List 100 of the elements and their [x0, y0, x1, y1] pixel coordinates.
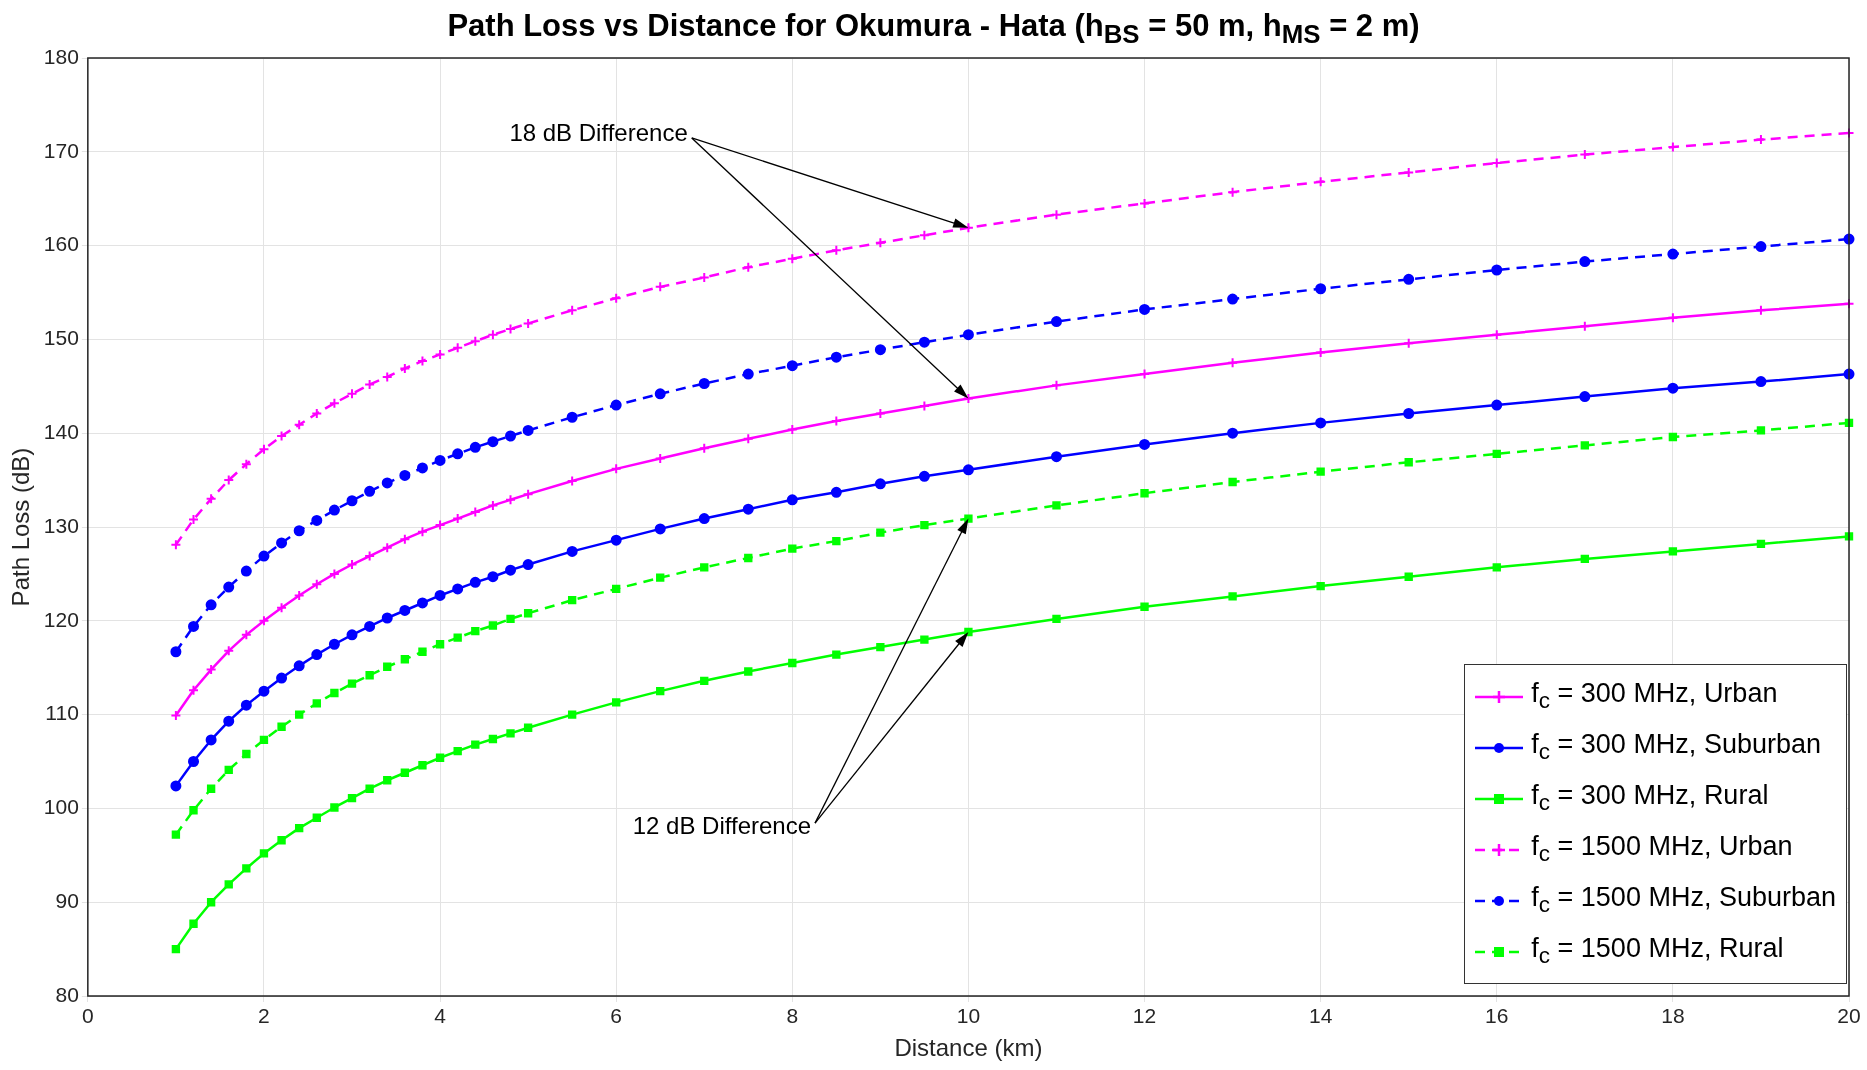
point — [1491, 264, 1503, 276]
point — [189, 806, 198, 815]
point — [786, 360, 798, 372]
point — [471, 740, 480, 749]
legend-label: f$_{c}$ = 300 MHz, Urban — [1531, 678, 1778, 715]
point — [223, 581, 235, 593]
point — [488, 621, 498, 630]
point — [1755, 376, 1767, 388]
point — [469, 576, 481, 588]
point — [874, 478, 886, 490]
point — [567, 710, 577, 719]
point — [453, 633, 462, 642]
x-tick-label: 16 — [1485, 1004, 1509, 1028]
point — [469, 441, 481, 453]
point — [1756, 426, 1766, 435]
point — [206, 898, 216, 907]
point — [506, 729, 515, 738]
point — [295, 710, 304, 719]
point — [312, 699, 321, 708]
point — [1050, 316, 1062, 328]
point — [487, 436, 499, 448]
point — [832, 650, 841, 659]
point — [610, 534, 622, 546]
legend-label: f$_{c}$ = 1500 MHz, Suburban — [1531, 882, 1836, 919]
point — [698, 513, 710, 525]
point — [1315, 283, 1327, 295]
point — [742, 503, 754, 515]
point — [171, 830, 181, 839]
point — [346, 495, 358, 507]
legend-label: f$_{c}$ = 300 MHz, Suburban — [1531, 729, 1821, 766]
point — [964, 514, 973, 523]
point — [346, 629, 358, 641]
point — [418, 761, 427, 770]
point — [418, 647, 427, 656]
point — [240, 699, 252, 711]
point — [1756, 539, 1766, 549]
point — [654, 523, 666, 535]
point — [1228, 477, 1237, 487]
point — [1403, 408, 1415, 419]
point — [964, 627, 973, 637]
point — [400, 655, 410, 664]
point — [242, 749, 251, 759]
point — [452, 583, 464, 595]
point — [698, 377, 710, 389]
point — [522, 559, 534, 571]
legend-label: f$_{c}$ = 1500 MHz, Rural — [1531, 933, 1784, 970]
point — [487, 571, 499, 583]
point — [1579, 256, 1591, 268]
point — [328, 504, 340, 516]
point — [1140, 602, 1149, 611]
y-tick-label: 100 — [43, 795, 79, 819]
point — [1667, 382, 1679, 394]
point — [224, 880, 233, 889]
point — [330, 803, 339, 812]
point — [435, 753, 445, 762]
legend-label: f$_{c}$ = 1500 MHz, Urban — [1531, 831, 1793, 868]
point — [1316, 467, 1325, 476]
y-tick-label: 170 — [43, 138, 79, 162]
point — [293, 525, 305, 537]
x-tick-label: 6 — [610, 1004, 623, 1028]
x-tick-label: 2 — [258, 1004, 270, 1028]
point — [488, 734, 498, 744]
point — [656, 573, 665, 582]
point — [830, 351, 842, 363]
point — [1227, 293, 1239, 305]
point — [656, 686, 665, 696]
point — [1492, 563, 1501, 572]
x-tick-label: 0 — [81, 1004, 94, 1028]
chart-title: Path Loss vs Distance for Okumura - Hata (h$_{BS}$ = 50 m, h$_{MS}$ = 2 m) — [447, 8, 1420, 49]
y-axis-title: Path Loss (dB) — [7, 447, 35, 607]
point — [1492, 449, 1501, 459]
y-tick-label: 140 — [43, 420, 79, 443]
x-tick-label: 12 — [1132, 1004, 1157, 1028]
point — [383, 776, 392, 785]
point — [170, 646, 182, 658]
point — [381, 612, 393, 624]
point — [786, 494, 798, 506]
y-tick-label: 180 — [43, 44, 79, 68]
point — [920, 520, 929, 530]
point — [1227, 427, 1239, 439]
point — [1668, 547, 1678, 556]
y-tick-label: 90 — [55, 889, 79, 912]
point — [471, 626, 480, 636]
point — [171, 944, 181, 954]
point — [400, 768, 410, 777]
point — [876, 528, 885, 537]
point — [788, 544, 797, 553]
point — [1139, 303, 1151, 315]
annotation: 18 dB Difference — [509, 118, 688, 146]
point — [1052, 614, 1061, 624]
y-tick-label: 130 — [43, 513, 79, 537]
point — [1755, 241, 1767, 253]
x-tick-label: 18 — [1661, 1004, 1685, 1028]
point — [205, 599, 217, 611]
point — [1403, 273, 1415, 285]
point — [610, 399, 622, 411]
point — [1404, 572, 1413, 581]
point — [1315, 417, 1327, 429]
point — [523, 609, 533, 618]
point — [188, 620, 200, 632]
